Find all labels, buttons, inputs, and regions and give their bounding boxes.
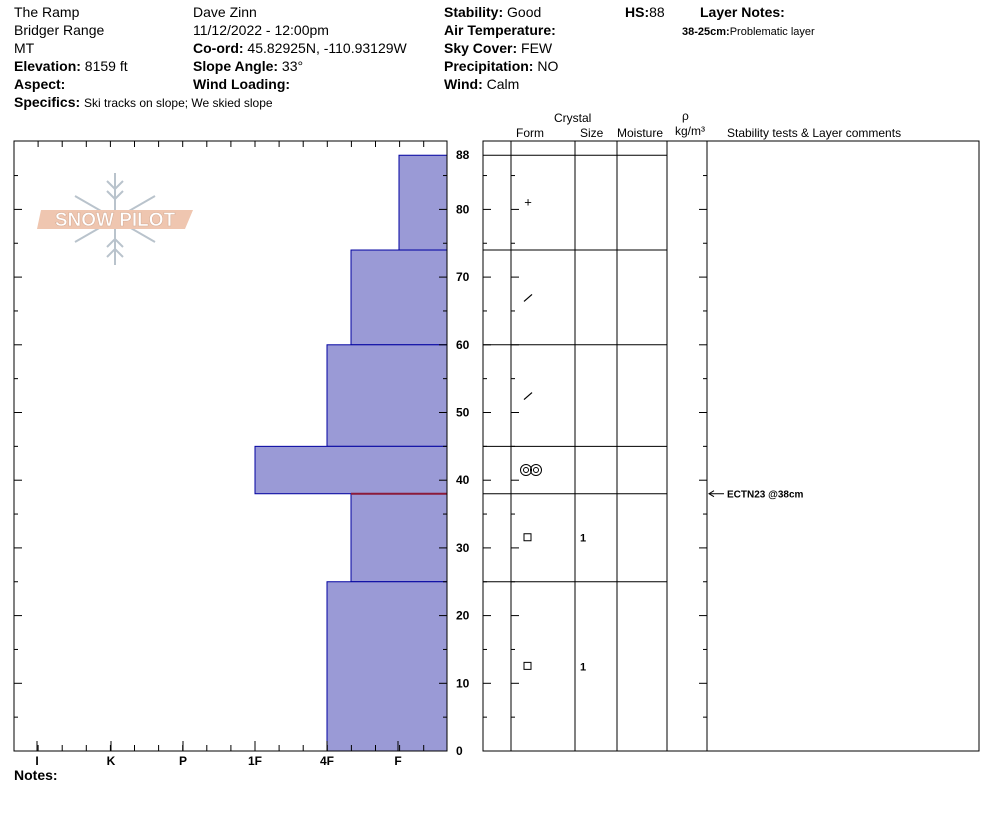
height-tick-label: 20	[456, 609, 470, 623]
notes-label: Notes:	[14, 767, 58, 783]
air-temp-label: Air Temperature:	[444, 22, 556, 38]
precip-label: Precipitation:	[444, 58, 534, 74]
col-crystal: Crystal	[554, 111, 592, 125]
elevation: Elevation: 8159 ft	[14, 58, 128, 74]
height-tick-label: 50	[456, 406, 470, 420]
coord-value: 45.82925N, -110.93129W	[243, 40, 407, 56]
crystal-form-symbol	[523, 467, 529, 474]
specifics: Specifics: Ski tracks on slope; We skied…	[14, 94, 273, 111]
precip-value: NO	[533, 58, 559, 74]
hardness-tick-label: P	[179, 754, 187, 768]
crystal-form-symbol	[530, 464, 542, 477]
hardness-bar	[350, 249, 448, 346]
crystal-form-symbol	[523, 533, 532, 542]
layer-note-range: 38-25cm:	[682, 26, 730, 38]
hs: HS:88	[625, 4, 665, 20]
hardness-tick-label: I	[35, 754, 38, 768]
specifics-label: Specifics:	[14, 94, 81, 110]
col-size: Size	[580, 126, 604, 140]
range-name: Bridger Range	[14, 22, 105, 38]
slope-angle: Slope Angle: 33°	[193, 58, 303, 74]
wind-value: Calm	[482, 76, 520, 92]
hardness-tick-label: 4F	[320, 754, 334, 768]
wind-label: Wind:	[444, 76, 483, 92]
hardness-bar	[326, 344, 448, 447]
hardness-bar	[326, 581, 448, 752]
sky-cover: Sky Cover: FEW	[444, 40, 552, 56]
hardness-tick-label: 1F	[248, 754, 262, 768]
location-name: The Ramp	[14, 4, 80, 20]
specifics-value: Ski tracks on slope; We skied slope	[84, 96, 273, 110]
col-form: Form	[516, 126, 544, 140]
crystal-form-symbol	[523, 392, 533, 401]
stability-label: Stability:	[444, 4, 504, 20]
col-density-unit: kg/m³	[675, 124, 705, 138]
height-tick-label: 80	[456, 202, 470, 216]
observation-datetime: 11/12/2022 - 12:00pm	[193, 22, 329, 38]
crystal-form-symbol	[520, 464, 532, 477]
stability-test-label: ECTN23 @38cm	[727, 490, 804, 501]
slope-label: Slope Angle:	[193, 58, 279, 74]
hardness-bar	[350, 493, 448, 583]
col-moisture: Moisture	[617, 126, 664, 140]
hs-label: HS:	[625, 4, 650, 20]
wind: Wind: Calm	[444, 76, 519, 92]
snowpilot-logo: SNOW PILOT	[37, 173, 193, 265]
coordinates: Co-ord: 45.82925N, -110.93129W	[193, 40, 407, 56]
sky-value: FEW	[517, 40, 553, 56]
hs-value: 88	[649, 4, 665, 20]
crystal-form-symbol: +	[524, 195, 532, 210]
crystal-size-label: 1	[580, 661, 586, 673]
hardness-tick-label: F	[394, 754, 401, 768]
state-name: MT	[14, 40, 35, 56]
observer-name: Dave Zinn	[193, 4, 257, 20]
crystal-form-symbol	[523, 293, 533, 302]
stability-value: Good	[503, 4, 542, 20]
layer-note: 38-25cm:Problematic layer	[682, 24, 815, 40]
slope-value: 33°	[278, 58, 304, 74]
stability-test-arrowhead	[708, 490, 715, 498]
crystal-form-symbol	[533, 467, 539, 474]
hardness-tick-label: K	[107, 754, 116, 768]
layer-note-text: Problematic layer	[729, 26, 815, 38]
hardness-bar	[254, 445, 448, 495]
aspect-label: Aspect:	[14, 76, 66, 92]
height-tick-label: 10	[456, 676, 470, 690]
elevation-label: Elevation:	[14, 58, 81, 74]
height-tick-label: 0	[456, 744, 463, 758]
precipitation: Precipitation: NO	[444, 58, 558, 74]
stability: Stability: Good	[444, 4, 541, 20]
crystal-form-symbol	[523, 661, 532, 670]
col-comments: Stability tests & Layer comments	[727, 126, 902, 140]
col-rho: ρ	[682, 109, 689, 123]
hardness-bar	[398, 154, 448, 251]
coord-label: Co-ord:	[193, 40, 244, 56]
height-tick-label: 30	[456, 541, 470, 555]
height-tick-label: 60	[456, 338, 470, 352]
height-tick-label: 70	[456, 270, 470, 284]
crystal-size-label: 1	[580, 533, 586, 545]
sky-label: Sky Cover:	[444, 40, 518, 56]
height-tick-label: 88	[456, 148, 470, 162]
wind-loading-label: Wind Loading:	[193, 76, 291, 92]
logo-text: SNOW PILOT	[55, 210, 176, 231]
height-tick-label: 40	[456, 473, 470, 487]
elevation-value: 8159 ft	[80, 58, 128, 74]
layer-notes-label: Layer Notes:	[700, 4, 785, 20]
